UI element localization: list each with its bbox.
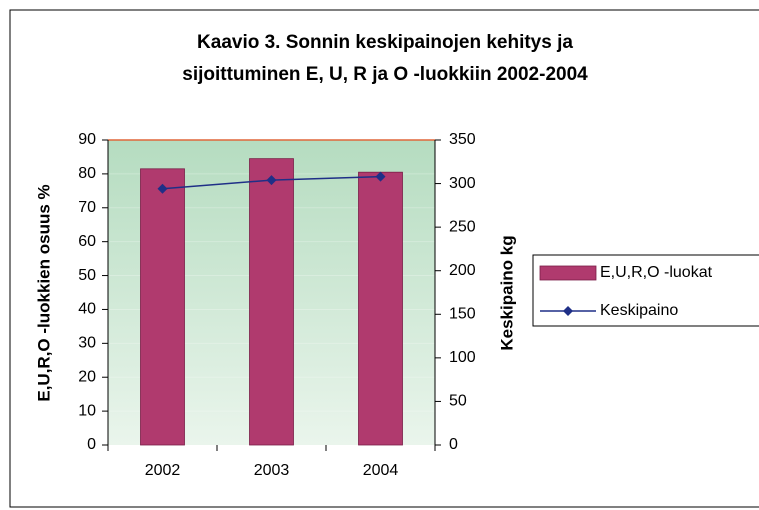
x-tick-label: 2002 — [145, 462, 181, 479]
y-tick-label: 60 — [78, 233, 96, 250]
marker — [157, 183, 168, 194]
legend-label: Keskipaino — [600, 302, 678, 319]
y-tick-label: 80 — [78, 165, 96, 182]
y2-tick-label: 100 — [449, 349, 476, 366]
y2-tick-label: 0 — [449, 436, 458, 453]
x-tick-label: 2003 — [254, 462, 290, 479]
chart-title: Kaavio 3. Sonnin keskipainojen kehitys j… — [197, 32, 573, 53]
marker — [375, 171, 386, 182]
y-axis-title: E,U,R,O -luokkien osuus % — [34, 184, 53, 401]
y2-tick-label: 300 — [449, 175, 476, 192]
bar — [140, 168, 185, 446]
legend-label: E,U,R,O -luokat — [600, 264, 713, 281]
y-tick-label: 0 — [87, 436, 96, 453]
y2-axis-title: Keskipaino kg — [497, 235, 516, 350]
y-tick-label: 90 — [78, 131, 96, 148]
y-tick-label: 50 — [78, 267, 96, 284]
y-tick-label: 10 — [78, 402, 96, 419]
y2-tick-label: 350 — [449, 131, 476, 148]
bar — [358, 171, 403, 446]
legend-swatch — [539, 265, 597, 281]
y2-tick-label: 200 — [449, 262, 476, 279]
bar — [249, 158, 294, 446]
y-tick-label: 40 — [78, 301, 96, 318]
chart-title: sijoittuminen E, U, R ja O -luokkiin 200… — [182, 64, 588, 85]
y-tick-label: 30 — [78, 335, 96, 352]
y-tick-label: 20 — [78, 368, 96, 385]
legend-marker — [563, 306, 573, 316]
y2-tick-label: 50 — [449, 393, 467, 410]
legend-box — [532, 254, 759, 327]
y-tick-label: 70 — [78, 199, 96, 216]
y2-tick-label: 150 — [449, 306, 476, 323]
x-tick-label: 2004 — [363, 462, 399, 479]
y2-tick-label: 250 — [449, 218, 476, 235]
marker — [266, 175, 277, 186]
